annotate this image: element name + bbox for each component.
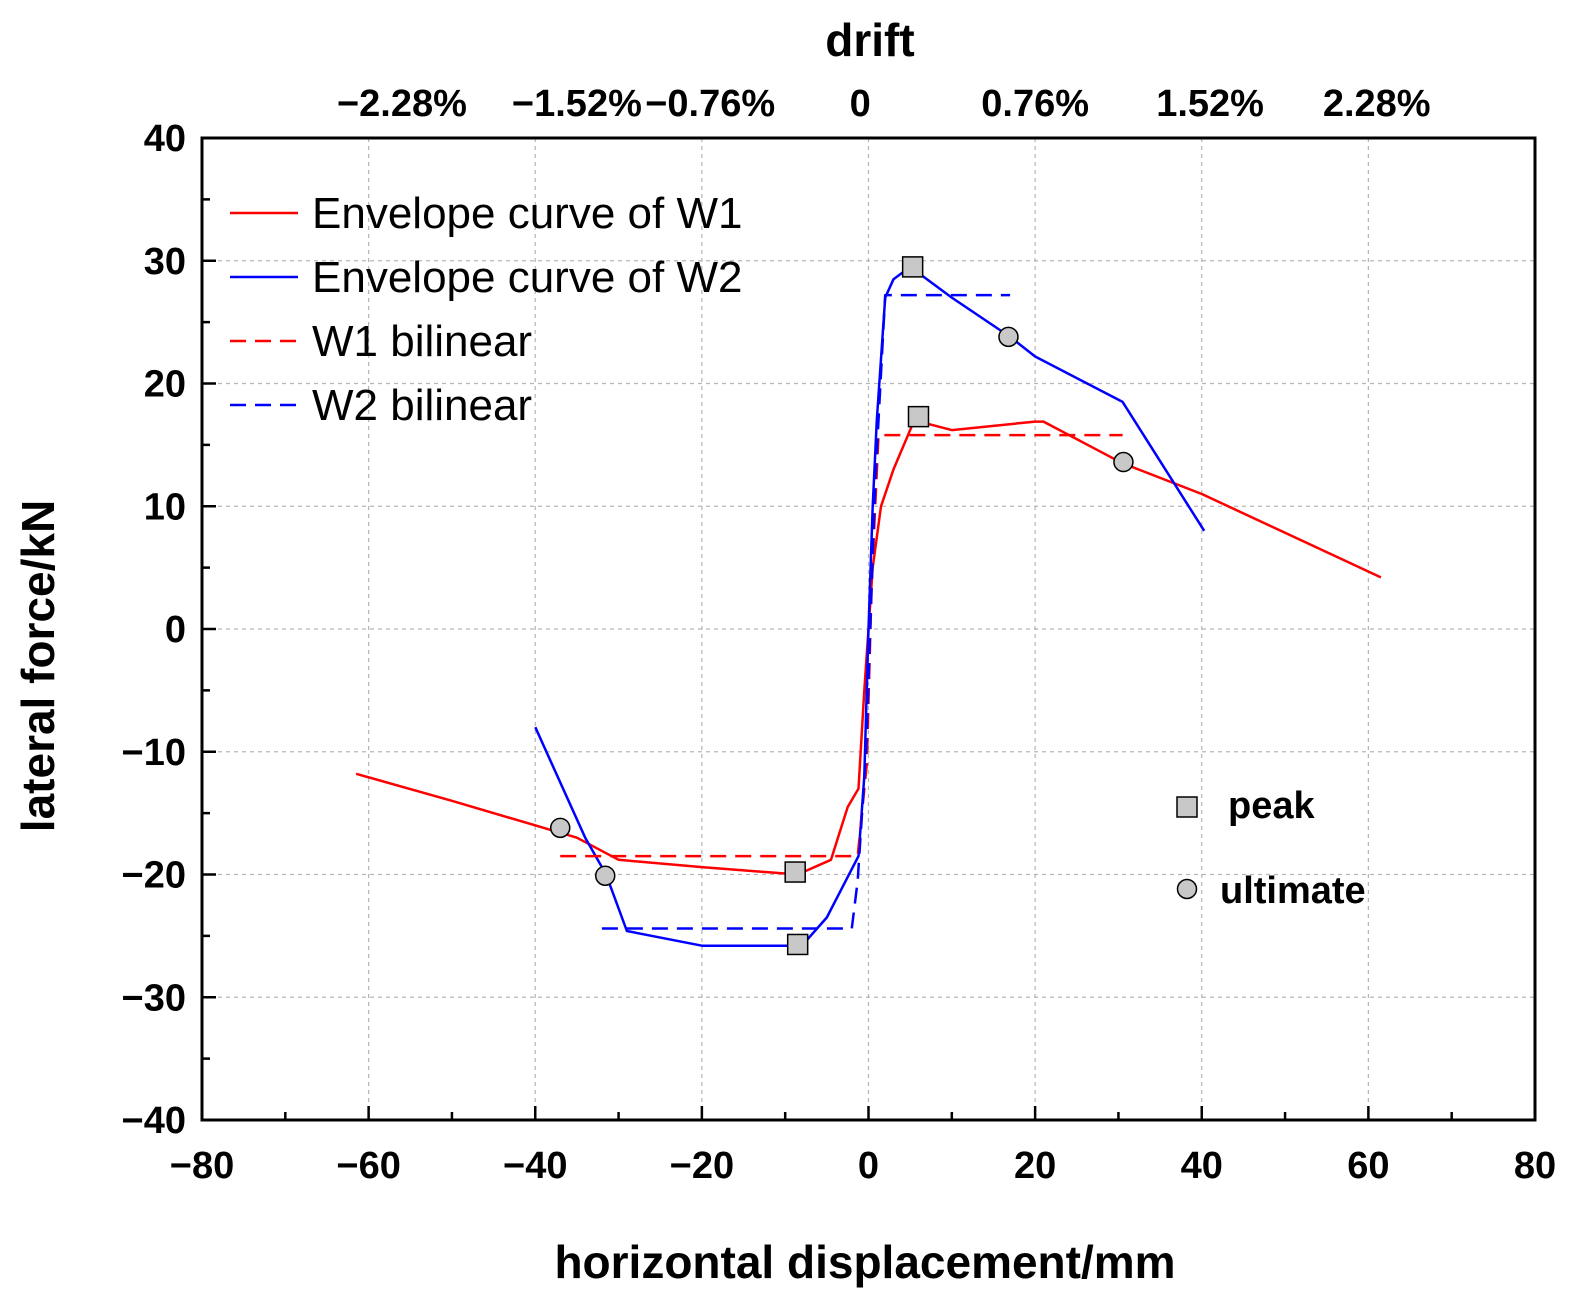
y-tick-label: −10 [122, 732, 186, 774]
series-line-envelope-curve-of-w2 [534, 265, 1206, 947]
y-tick-label: 20 [144, 364, 186, 406]
axis-ticks [200, 136, 1537, 1122]
series-line-w2-bilinear [601, 293, 1011, 930]
y-tick-label: 0 [165, 609, 186, 651]
legend-label: W1 bilinear [312, 317, 532, 366]
drift-tick-label: 0.76% [981, 83, 1089, 125]
drift-tick-label: −1.52% [512, 83, 642, 125]
x-tick-label: 20 [1014, 1145, 1056, 1187]
y-tick-label: −40 [122, 1100, 186, 1142]
ultimate-marker [549, 817, 571, 839]
x-tick-label: 60 [1347, 1145, 1389, 1187]
x-tick-label: −80 [170, 1145, 234, 1187]
ultimate-marker [998, 326, 1019, 348]
marker-legend: peak ultimate [1176, 785, 1366, 912]
x-tick-label: 80 [1514, 1145, 1556, 1187]
drift-tick-labels: −2.28% −1.52% −0.76% 0 0.76% 1.52% 2.28% [337, 83, 1431, 125]
legend: Envelope curve of W1 Envelope curve of W2… [230, 189, 742, 430]
x-tick-label: 0 [858, 1145, 879, 1187]
series-line-w1-bilinear [560, 433, 1123, 858]
ultimate-marker [1113, 451, 1134, 473]
ultimate-marker [594, 865, 616, 886]
marker-legend-peak-symbol [1176, 796, 1198, 818]
peak-marker [907, 405, 930, 428]
marker-legend-peak-label: peak [1228, 785, 1315, 827]
x-axis-title: horizontal displacement/mm [554, 1236, 1175, 1288]
y-tick-label: 10 [144, 486, 186, 528]
drift-axis-title: drift [825, 14, 914, 66]
drift-tick-label: −0.76% [645, 83, 775, 125]
x-tick-label: −20 [670, 1145, 734, 1187]
y-tick-label: 30 [144, 241, 186, 283]
y-tick-label: −20 [122, 855, 186, 897]
legend-label: W2 bilinear [312, 381, 532, 430]
y-tick-label: 40 [144, 118, 186, 160]
legend-label: Envelope curve of W1 [312, 189, 742, 238]
x-tick-label: 40 [1181, 1145, 1223, 1187]
drift-tick-label: 2.28% [1323, 83, 1431, 125]
marker-legend-ultimate-symbol [1176, 878, 1198, 900]
peak-marker [784, 861, 806, 883]
marker-legend-ultimate-label: ultimate [1220, 870, 1366, 912]
grid [202, 138, 1535, 1120]
legend-label: Envelope curve of W2 [312, 253, 742, 302]
point-markers [549, 256, 1134, 956]
drift-tick-label: 1.52% [1156, 83, 1264, 125]
peak-marker [901, 256, 924, 278]
x-tick-label: −40 [503, 1145, 567, 1187]
y-axis-title: lateral force/kN [12, 500, 64, 832]
drift-tick-label: −2.28% [337, 83, 467, 125]
y-tick-labels: 40 30 20 10 0 −10 −20 −30 −40 [122, 118, 186, 1142]
drift-tick-label: 0 [850, 83, 871, 125]
x-tick-label: −60 [336, 1145, 400, 1187]
x-tick-labels: −80 −60 −40 −20 0 20 40 60 80 [170, 1145, 1556, 1187]
series-lines [355, 265, 1382, 947]
peak-marker [786, 933, 809, 956]
y-tick-label: −30 [122, 977, 186, 1019]
